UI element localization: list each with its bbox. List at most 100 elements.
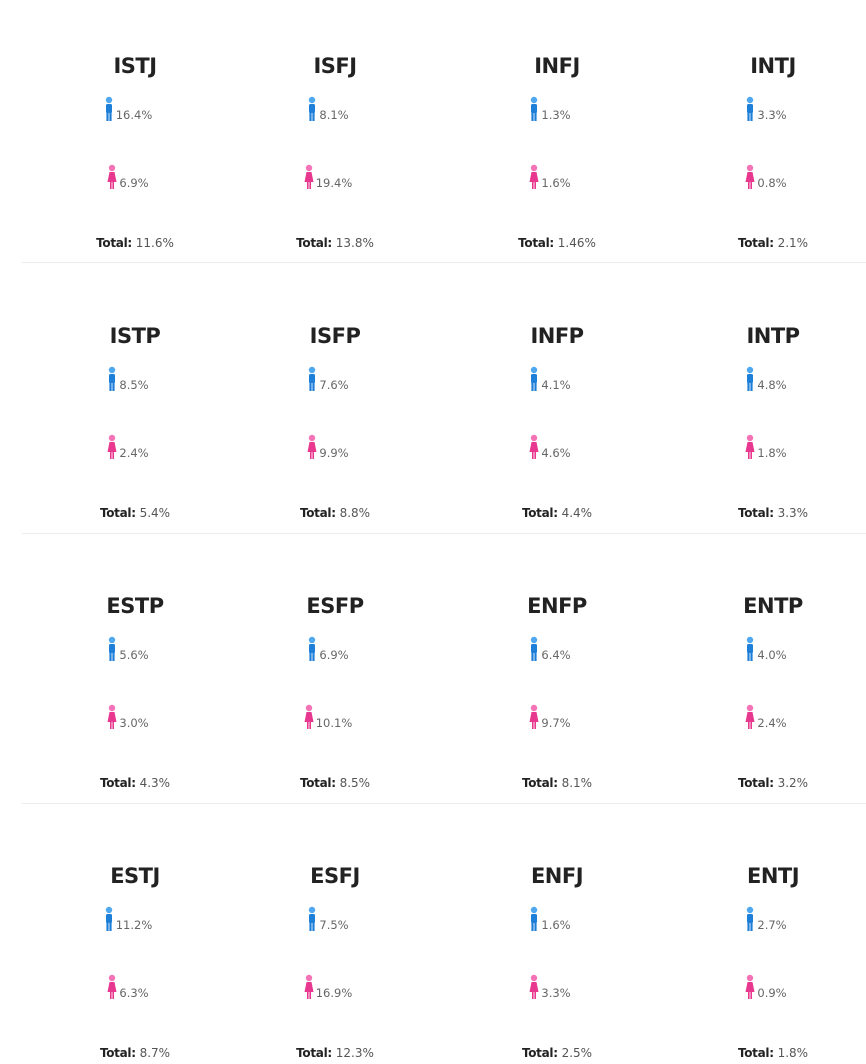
male-icon (309, 96, 316, 121)
male-icon (531, 636, 538, 661)
total-stat: Total: 8.7% (35, 1046, 235, 1060)
male-icon (747, 636, 754, 661)
total-stat: Total: 5.4% (35, 506, 235, 520)
male-percent: 1.6% (541, 918, 571, 932)
male-percent: 11.2% (115, 918, 153, 932)
male-stat: 11.2% (35, 906, 235, 932)
total-label: Total: (99, 1046, 136, 1060)
type-name: ISFJ (313, 54, 357, 78)
total-stat: Total: 4.4% (457, 506, 657, 520)
female-stat: 0.9% (673, 974, 866, 1000)
female-percent: 6.9% (119, 176, 149, 190)
type-name: ESFJ (310, 864, 360, 888)
female-stat: 6.9% (35, 164, 235, 190)
male-percent: 6.4% (541, 648, 571, 662)
female-percent: 6.3% (119, 986, 149, 1000)
male-icon (531, 906, 538, 931)
male-percent: 7.6% (319, 378, 349, 392)
male-stat: 2.7% (673, 906, 866, 932)
female-percent: 1.6% (541, 176, 571, 190)
female-stat: 4.6% (457, 434, 657, 460)
total-percent: 2.5% (561, 1046, 593, 1060)
female-percent: 2.4% (757, 716, 787, 730)
total-percent: 1.46% (557, 236, 596, 250)
total-label: Total: (737, 776, 774, 790)
type-name: ESTJ (110, 864, 160, 888)
female-icon (304, 164, 314, 189)
male-percent: 7.5% (319, 918, 349, 932)
total-label: Total: (299, 506, 336, 520)
total-stat: Total: 4.3% (35, 776, 235, 790)
type-name: ENFJ (530, 864, 584, 888)
male-stat: 8.1% (235, 96, 435, 122)
type-name: ENTP (743, 594, 803, 618)
total-stat: Total: 8.1% (457, 776, 657, 790)
total-label: Total: (737, 1046, 774, 1060)
total-percent: 8.8% (339, 506, 371, 520)
female-stat: 10.1% (235, 704, 435, 730)
total-percent: 4.4% (561, 506, 593, 520)
total-percent: 13.8% (335, 236, 374, 250)
total-label: Total: (521, 1046, 558, 1060)
total-label: Total: (518, 236, 554, 250)
female-stat: 1.8% (673, 434, 866, 460)
type-name: INTP (746, 324, 800, 348)
total-stat: Total: 1.46% (457, 236, 657, 250)
row-divider (22, 262, 866, 263)
row-divider (22, 533, 866, 534)
male-stat: 16.4% (35, 96, 235, 122)
female-stat: 9.9% (235, 434, 435, 460)
total-label: Total: (299, 776, 336, 790)
male-percent: 5.6% (119, 648, 149, 662)
female-icon (107, 974, 117, 999)
total-percent: 8.7% (139, 1046, 171, 1060)
male-icon (105, 906, 112, 931)
female-stat: 3.0% (35, 704, 235, 730)
male-percent: 16.4% (115, 108, 153, 122)
total-percent: 3.3% (777, 506, 809, 520)
male-icon (747, 906, 754, 931)
female-stat: 0.8% (673, 164, 866, 190)
female-icon (307, 434, 317, 459)
total-stat: Total: 13.8% (235, 236, 435, 250)
female-percent: 19.4% (315, 176, 353, 190)
female-icon (107, 704, 117, 729)
female-stat: 2.4% (673, 704, 866, 730)
male-icon (109, 366, 116, 391)
total-stat: Total: 2.1% (673, 236, 866, 250)
total-stat: Total: 1.8% (673, 1046, 866, 1060)
female-icon (745, 974, 755, 999)
female-stat: 6.3% (35, 974, 235, 1000)
total-percent: 8.1% (561, 776, 593, 790)
male-stat: 7.6% (235, 366, 435, 392)
female-percent: 9.9% (319, 446, 349, 460)
male-icon (105, 96, 112, 121)
male-stat: 1.3% (457, 96, 657, 122)
total-stat: Total: 3.2% (673, 776, 866, 790)
male-stat: 1.6% (457, 906, 657, 932)
type-name: ISFP (309, 324, 361, 348)
type-name: ISTP (109, 324, 161, 348)
total-percent: 11.6% (135, 236, 174, 250)
female-icon (304, 974, 314, 999)
male-percent: 4.8% (757, 378, 787, 392)
female-icon (529, 974, 539, 999)
total-label: Total: (521, 776, 558, 790)
total-label: Total: (99, 506, 136, 520)
total-percent: 4.3% (139, 776, 171, 790)
female-icon (529, 434, 539, 459)
female-icon (529, 704, 539, 729)
female-stat: 16.9% (235, 974, 435, 1000)
total-stat: Total: 2.5% (457, 1046, 657, 1060)
total-stat: Total: 8.8% (235, 506, 435, 520)
female-icon (745, 434, 755, 459)
total-label: Total: (99, 776, 136, 790)
female-icon (529, 164, 539, 189)
type-name: INFJ (534, 54, 580, 78)
total-stat: Total: 3.3% (673, 506, 866, 520)
male-stat: 5.6% (35, 636, 235, 662)
male-percent: 4.1% (541, 378, 571, 392)
female-percent: 3.3% (541, 986, 571, 1000)
female-icon (304, 704, 314, 729)
